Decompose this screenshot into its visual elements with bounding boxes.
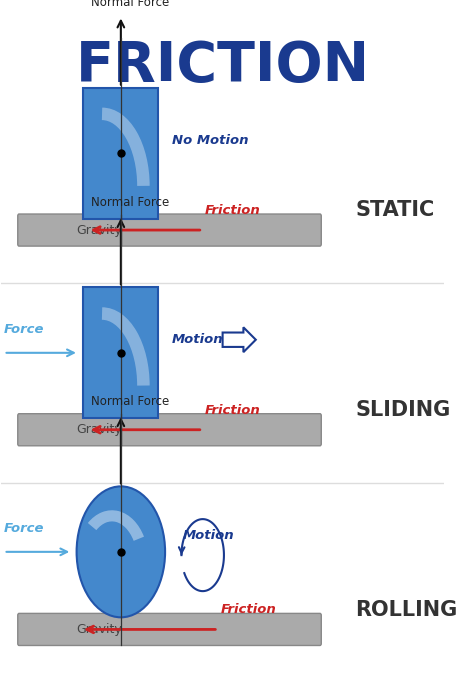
Text: Motion: Motion (172, 333, 223, 346)
Text: Friction: Friction (205, 204, 261, 217)
FancyBboxPatch shape (83, 87, 158, 219)
Text: No Motion: No Motion (172, 133, 248, 146)
Text: ROLLING: ROLLING (356, 600, 457, 620)
Text: SLIDING: SLIDING (356, 400, 451, 420)
Text: Force: Force (4, 323, 44, 337)
Text: Normal Force: Normal Force (91, 395, 169, 408)
FancyArrow shape (223, 328, 256, 352)
Text: Gravity: Gravity (76, 423, 122, 437)
Circle shape (77, 486, 165, 618)
Text: STATIC: STATIC (356, 201, 435, 221)
FancyBboxPatch shape (18, 613, 321, 645)
Text: Friction: Friction (205, 404, 261, 416)
Text: Normal Force: Normal Force (91, 196, 169, 209)
FancyBboxPatch shape (83, 287, 158, 418)
Text: Friction: Friction (220, 603, 276, 616)
FancyBboxPatch shape (18, 214, 321, 246)
Text: Normal Force: Normal Force (91, 0, 169, 9)
Text: Force: Force (4, 523, 44, 536)
FancyBboxPatch shape (18, 414, 321, 446)
Text: Motion: Motion (183, 529, 235, 542)
Text: Gravity: Gravity (76, 623, 122, 636)
Text: Gravity: Gravity (76, 223, 122, 237)
Text: FRICTION: FRICTION (75, 39, 370, 93)
